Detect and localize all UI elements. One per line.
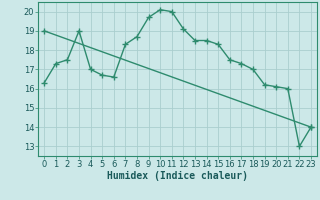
X-axis label: Humidex (Indice chaleur): Humidex (Indice chaleur) (107, 171, 248, 181)
